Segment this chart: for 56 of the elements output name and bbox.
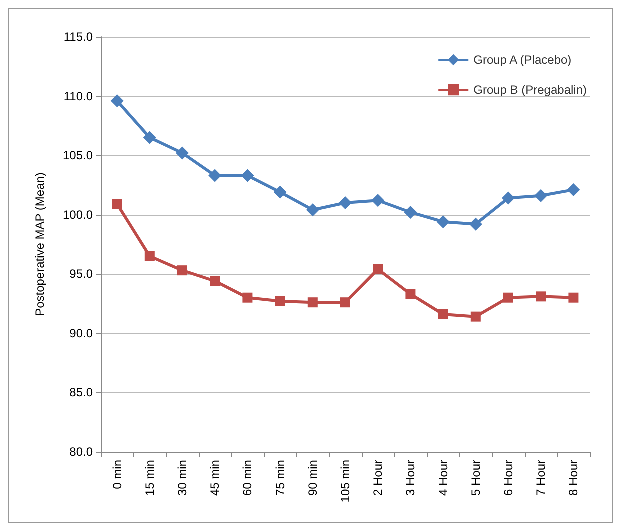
point [339,196,352,210]
x-tick-label: 7 Hour [534,460,548,496]
y-tick-label: 115.0 [64,30,94,44]
point [436,215,450,228]
point [308,298,318,308]
point [373,264,384,274]
point [210,276,220,286]
point [144,251,155,262]
point [110,94,124,108]
point [176,146,189,160]
point [208,169,222,182]
point [178,266,188,276]
x-tick-label: 30 min [176,460,190,496]
point [438,309,448,320]
x-tick-label: 45 min [208,460,222,496]
y-tick-label: 85.0 [70,386,94,400]
x-tick-label: 15 min [142,460,157,496]
point [470,312,481,322]
point [112,199,122,210]
x-tick-label: 90 min [306,460,320,496]
point [536,292,546,302]
point [534,189,548,202]
y-tick-label: 100.0 [62,208,94,222]
x-tick-label: 60 min [240,460,255,496]
legend-label: Group A (Placebo) [474,53,572,67]
y-tick-label: 90.0 [70,326,94,340]
point [469,218,482,231]
x-tick-label: 2 Hour [371,460,386,496]
x-tick-label: 6 Hour [502,460,516,496]
point [275,296,286,306]
x-tick-label: 5 Hour [468,460,483,496]
x-tick-label: 75 min [273,460,288,496]
x-tick-label: 8 Hour [566,460,581,496]
x-tick-label: 4 Hour [436,460,450,496]
point [504,292,514,303]
y-tick-label: 95.0 [70,267,94,282]
point [567,183,580,196]
y-axis-title: Postoperative MAP (Mean) [33,172,47,316]
y-tick-label: 105.0 [62,148,94,163]
x-tick-label: 3 Hour [404,460,418,496]
point [404,206,418,219]
point [143,131,156,144]
point [306,204,320,217]
y-tick-label: 80.0 [70,445,94,459]
point [242,292,253,303]
y-tick-label: 110.0 [64,89,94,104]
point [372,194,385,208]
point [340,298,350,308]
x-tick-label: 105 min [338,460,352,503]
point [274,186,287,199]
point [406,289,416,300]
point [502,192,515,205]
legend-label: Group B (Pregabalin) [474,83,588,97]
point [568,292,579,303]
x-tick-label: 0 min [110,460,124,490]
point [241,169,254,182]
